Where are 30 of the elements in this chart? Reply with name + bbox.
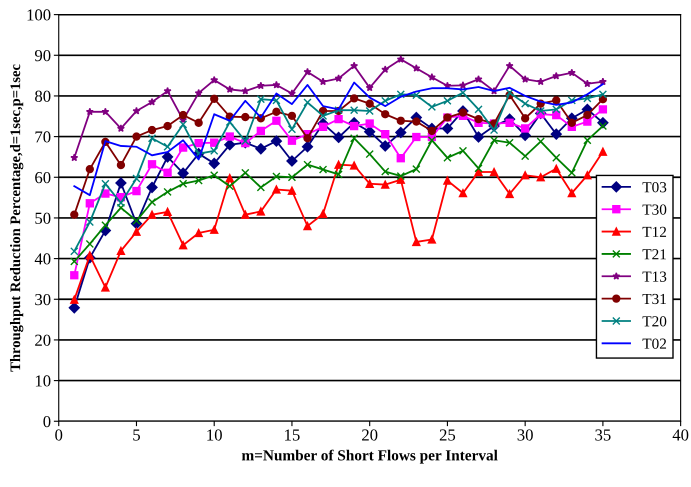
x-tick-label: 15 [285, 429, 300, 441]
legend-label: T13 [642, 272, 666, 282]
x-tick-label: 0 [55, 429, 62, 441]
y-tick-label: 60 [35, 172, 50, 184]
legend-label: T21 [642, 249, 666, 260]
x-tick-label: 5 [133, 430, 140, 441]
legend-label: T03 [642, 182, 666, 192]
y-tick-label: 50 [35, 212, 50, 224]
x-tick-label: 30 [518, 429, 533, 441]
y-tick-label: 30 [35, 294, 50, 306]
y-tick-label: 40 [34, 253, 50, 265]
legend-label: T31 [642, 294, 666, 304]
legend-label: T12 [642, 226, 666, 237]
y-tick-label: 20 [35, 334, 50, 346]
legend-label: T02 [642, 338, 666, 349]
y-tick-label: 0 [43, 416, 50, 428]
x-tick-label: 35 [595, 429, 611, 441]
legend-label: T30 [642, 204, 666, 215]
x-tick-label: 40 [672, 429, 688, 441]
y-tick-label: 80 [35, 90, 50, 102]
y-tick-label: 70 [36, 131, 50, 143]
x-tick-label: 25 [440, 429, 456, 441]
y-tick-label: 100 [28, 9, 50, 21]
legend-label: T20 [642, 316, 666, 326]
x-tick-label: 20 [362, 429, 378, 441]
y-tick-label: 90 [34, 50, 50, 62]
x-tick-label: 10 [207, 429, 222, 441]
y-tick-label: 10 [36, 375, 50, 387]
y-axis-title: Throughput Reduction Percentage,d=1sec,p=1sec [10, 64, 24, 372]
x-axis-title: m=Number of Short Flows per Interval [242, 450, 498, 464]
